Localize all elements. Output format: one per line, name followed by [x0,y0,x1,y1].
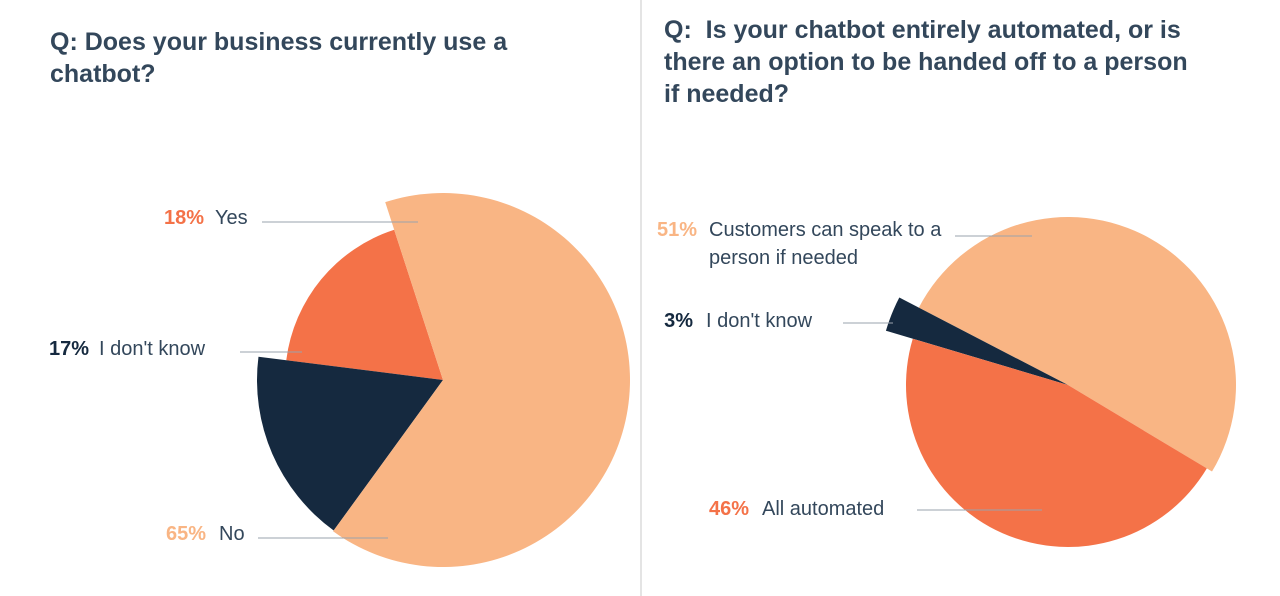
pie-slice [257,356,443,531]
pie-slice [885,297,1068,385]
pie-slice [333,192,630,567]
value-label: 3% [664,310,693,332]
value-label: 51% [656,219,697,241]
category-label: Customers can speak to a person if neede… [709,219,942,269]
pie-slice [918,217,1237,472]
chart-title: Q: Does your business currently use a ch… [50,28,515,88]
value-label: 65% [165,523,206,545]
chart-title: Q: Is your chatbot entirely automated, o… [664,16,1195,108]
category-label: I don't know [99,338,206,360]
category-label: Yes [215,207,248,229]
value-label: 17% [48,338,89,360]
category-label: I don't know [706,310,813,332]
category-label: No [219,523,245,545]
pie-slice [286,229,443,380]
category-label: All automated [762,498,885,520]
value-label: 46% [708,498,749,520]
pie-slice [906,338,1207,547]
value-label: 18% [163,207,204,229]
